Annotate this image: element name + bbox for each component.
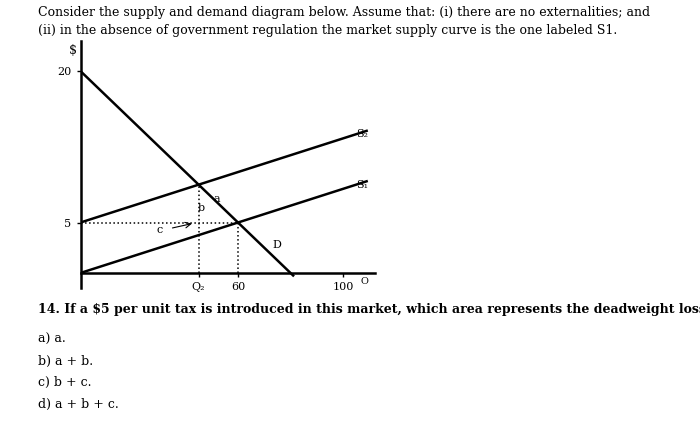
Text: S₂: S₂ <box>356 129 368 139</box>
Text: $: $ <box>69 44 76 58</box>
Text: 14. If a $5 per unit tax is introduced in this market, which area represents the: 14. If a $5 per unit tax is introduced i… <box>38 303 700 316</box>
Text: b) a + b.: b) a + b. <box>38 355 94 368</box>
Text: b: b <box>197 203 205 213</box>
Text: c) b + c.: c) b + c. <box>38 376 92 389</box>
Text: S₁: S₁ <box>356 180 368 190</box>
Text: d) a + b + c.: d) a + b + c. <box>38 398 119 411</box>
Text: O: O <box>360 277 368 286</box>
Text: a) a.: a) a. <box>38 333 66 346</box>
Text: a: a <box>214 194 220 204</box>
Text: D: D <box>272 240 281 250</box>
Text: Consider the supply and demand diagram below. Assume that: (i) there are no exte: Consider the supply and demand diagram b… <box>38 6 650 19</box>
Text: c: c <box>156 224 162 235</box>
Text: (ii) in the absence of government regulation the market supply curve is the one : (ii) in the absence of government regula… <box>38 24 617 37</box>
